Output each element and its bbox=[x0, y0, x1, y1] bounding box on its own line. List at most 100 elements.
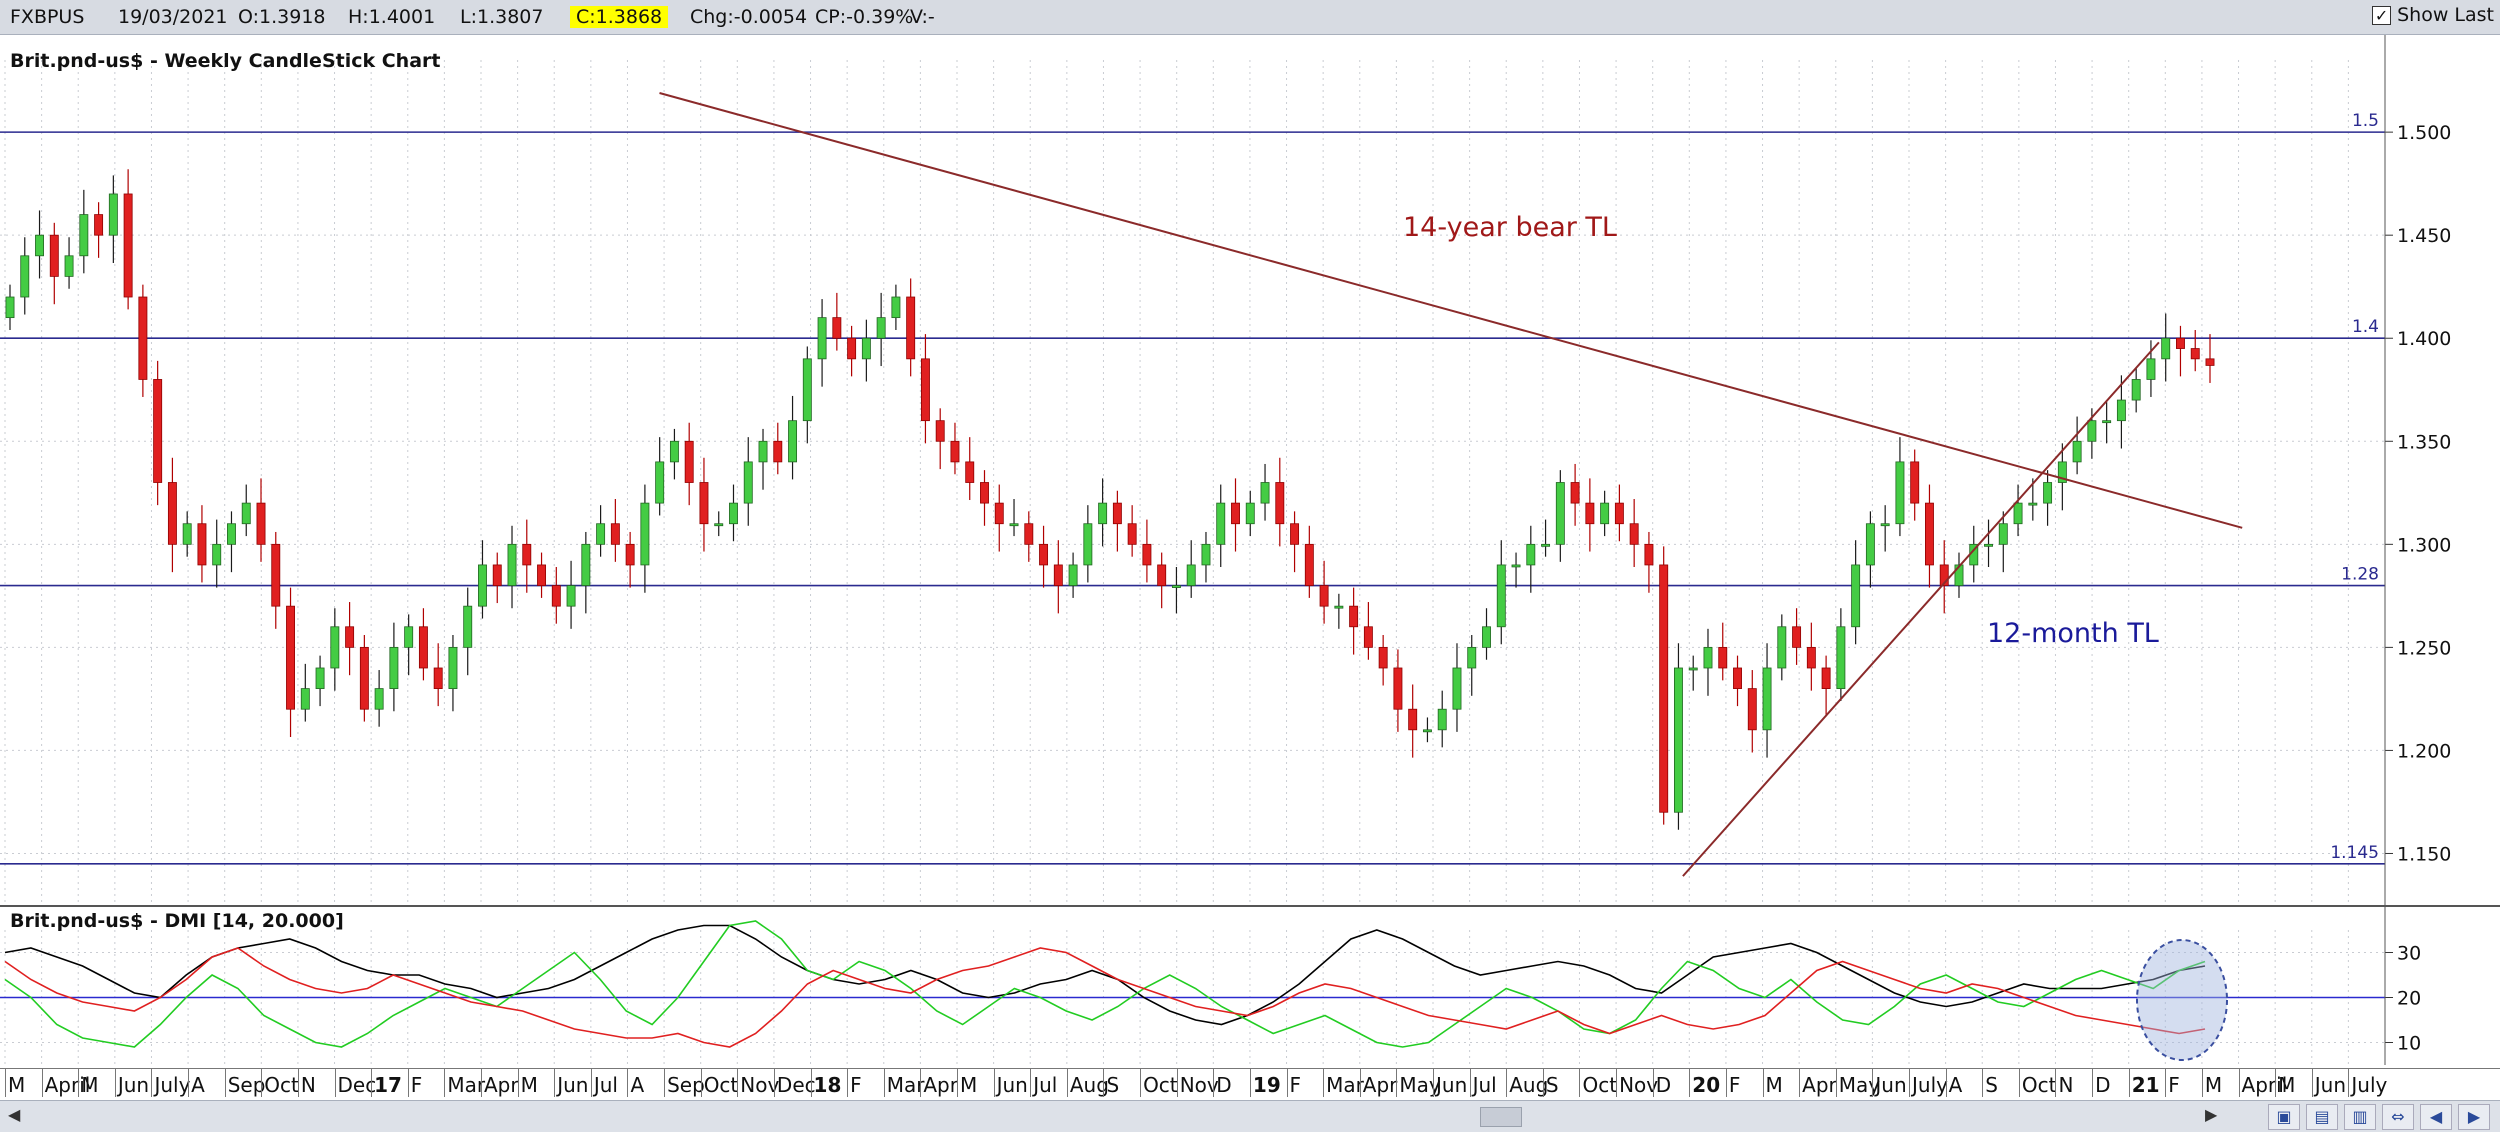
candle-body bbox=[64, 255, 74, 277]
candle-body bbox=[743, 461, 753, 504]
candle-body bbox=[1998, 523, 2008, 545]
x-tick-mark bbox=[78, 1069, 80, 1097]
x-tick-label: Jun bbox=[1436, 1073, 1468, 1097]
candle-body bbox=[1570, 482, 1580, 504]
x-tick-label: M bbox=[2204, 1073, 2223, 1097]
candle-body bbox=[153, 379, 163, 483]
candle-body bbox=[271, 543, 281, 607]
x-tick-mark bbox=[2238, 1069, 2240, 1097]
price-chart[interactable]: 1.5 1.4 1.28 1.145 1.500 1.450 1.400 1.350 1.30… bbox=[0, 35, 2500, 905]
x-tick-mark bbox=[1542, 1069, 1544, 1097]
x-tick-label: Apr bbox=[1802, 1073, 1837, 1097]
page-forward-icon[interactable]: ▶ bbox=[2458, 1104, 2490, 1130]
candle-body bbox=[1319, 585, 1329, 607]
x-tick-label: M bbox=[81, 1073, 99, 1097]
zoom-icon[interactable]: ▤ bbox=[2306, 1104, 2338, 1130]
time-axis: M April M Jun July A Sep Oct N Dec 17 F Mar Apr M Jun Ju… bbox=[0, 1068, 2500, 1101]
x-tick-mark bbox=[224, 1069, 226, 1097]
candle-body bbox=[1673, 667, 1683, 813]
candle-body bbox=[1334, 605, 1344, 609]
candle-body bbox=[20, 255, 30, 298]
candle-body bbox=[1541, 543, 1551, 547]
x-tick-label: Jun bbox=[117, 1073, 150, 1097]
scroll-thumb[interactable] bbox=[1480, 1107, 1522, 1127]
x-tick-mark bbox=[151, 1069, 153, 1097]
candle-body bbox=[1098, 502, 1108, 525]
candle-body bbox=[581, 543, 591, 586]
candle-body bbox=[1851, 564, 1861, 628]
y-tick-label: 1.250 bbox=[2397, 637, 2451, 659]
candle-body bbox=[1511, 564, 1521, 568]
candle-body bbox=[1142, 543, 1152, 566]
x-tick-mark bbox=[5, 1069, 6, 1097]
print-icon[interactable]: ▣ bbox=[2268, 1104, 2300, 1130]
candle-body bbox=[49, 234, 59, 277]
candle-body bbox=[433, 667, 443, 689]
candle-body bbox=[1186, 564, 1196, 586]
show-last-toggle[interactable]: ✓ Show Last bbox=[2372, 4, 2494, 26]
x-tick-label: D bbox=[2095, 1073, 2111, 1097]
x-tick-label: M bbox=[2278, 1073, 2296, 1097]
scroll-right-icon[interactable]: ▶ bbox=[2205, 1105, 2218, 1124]
candle-body bbox=[537, 564, 547, 586]
candle-body bbox=[1437, 708, 1447, 731]
x-tick-mark bbox=[2348, 1069, 2350, 1097]
x-tick-mark bbox=[1103, 1069, 1105, 1097]
candle-body bbox=[1880, 523, 1890, 527]
candle-body bbox=[640, 502, 650, 566]
plus-di-line bbox=[4, 920, 2206, 1048]
y-tick-label: 1.350 bbox=[2397, 431, 2451, 453]
x-tick-mark bbox=[1396, 1069, 1398, 1097]
candle-body bbox=[330, 626, 340, 669]
scroll-both-icon[interactable]: ⇔ bbox=[2382, 1104, 2414, 1130]
x-tick-mark bbox=[2275, 1069, 2277, 1097]
x-tick-mark bbox=[1982, 1069, 1984, 1097]
dmi-indicator-panel[interactable]: 30 20 10 Brit.pnd-us$ - DMI [14, 20.000] bbox=[0, 905, 2500, 1068]
candle-body bbox=[108, 193, 118, 236]
save-icon[interactable]: ▥ bbox=[2344, 1104, 2376, 1130]
x-tick-mark bbox=[1433, 1069, 1434, 1097]
level-label: 1.5 bbox=[2352, 111, 2379, 131]
x-tick-mark bbox=[1799, 1069, 1801, 1097]
bear-trendline bbox=[659, 92, 2243, 529]
x-tick-label: F bbox=[850, 1073, 862, 1097]
y-tick-label: 1.400 bbox=[2397, 328, 2451, 350]
candle-body bbox=[1216, 502, 1226, 545]
candle-body bbox=[2102, 420, 2112, 424]
candle-body bbox=[625, 543, 635, 566]
candle-body bbox=[1821, 667, 1831, 689]
x-tick-mark bbox=[188, 1069, 190, 1097]
x-tick-label: Apr bbox=[484, 1073, 519, 1097]
show-last-checkbox[interactable]: ✓ bbox=[2372, 5, 2392, 25]
scroll-bar[interactable]: ◀ ▶ ▣ ▤ ▥ ⇔ ◀ ▶ bbox=[0, 1100, 2500, 1132]
x-tick-mark bbox=[737, 1069, 739, 1097]
candle-body bbox=[1363, 626, 1373, 648]
x-tick-mark bbox=[2165, 1069, 2167, 1097]
x-tick-mark bbox=[1140, 1069, 1142, 1097]
x-tick-mark bbox=[1945, 1069, 1947, 1097]
candle-body bbox=[1806, 646, 1816, 669]
x-tick-label: Mar bbox=[447, 1073, 486, 1097]
x-tick-label: 21 bbox=[2131, 1073, 2160, 1097]
x-tick-label: F bbox=[1728, 1073, 1741, 1097]
y-tick-label: 1.150 bbox=[2397, 843, 2451, 865]
x-tick-mark bbox=[1213, 1069, 1215, 1097]
highlight-ellipse bbox=[2136, 939, 2228, 1061]
level-label: 1.4 bbox=[2352, 317, 2379, 337]
candle-body bbox=[817, 317, 827, 360]
x-tick-label: Apr bbox=[1362, 1073, 1398, 1097]
x-tick-label: S bbox=[1106, 1073, 1120, 1097]
candle-body bbox=[1703, 646, 1713, 669]
scroll-left-icon[interactable]: ◀ bbox=[8, 1105, 21, 1124]
x-tick-mark bbox=[1359, 1069, 1361, 1097]
candle-body bbox=[861, 337, 871, 360]
candle-body bbox=[994, 502, 1004, 525]
x-tick-label: Jun bbox=[2314, 1073, 2347, 1097]
candle-body bbox=[1895, 461, 1905, 525]
candle-body bbox=[448, 646, 458, 689]
x-tick-mark bbox=[1286, 1069, 1288, 1097]
page-back-icon[interactable]: ◀ bbox=[2420, 1104, 2452, 1130]
x-tick-label: S bbox=[1985, 1073, 1998, 1097]
candle-body bbox=[1024, 523, 1034, 545]
x-tick-label: Oct bbox=[703, 1073, 739, 1097]
